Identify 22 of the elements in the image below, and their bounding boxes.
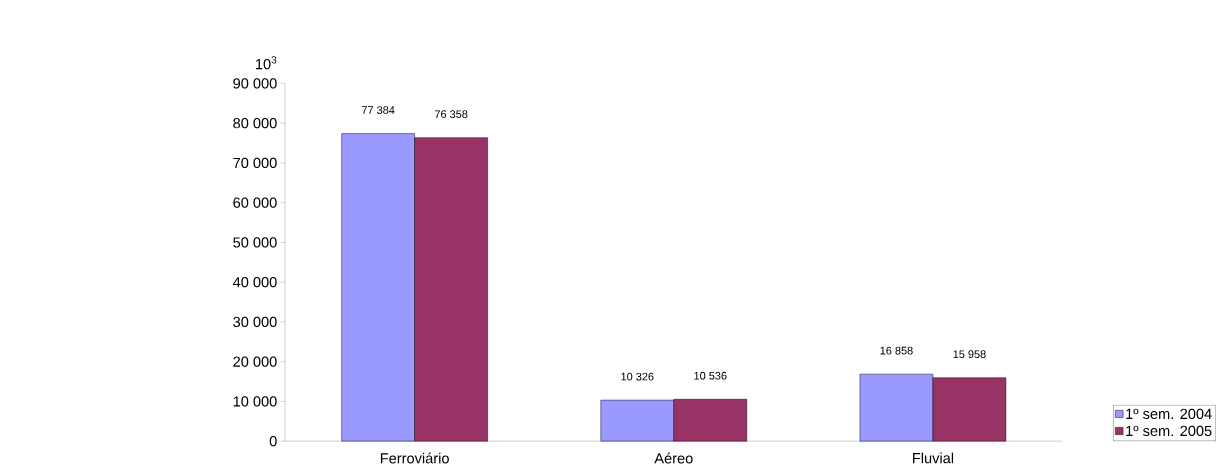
data-label: 10 536 xyxy=(694,372,727,380)
y-axis-title: 10$^{3}$ xyxy=(256,56,277,70)
legend-label: 1º sem. 2005 xyxy=(1126,425,1212,437)
y-tick-label: 0 xyxy=(269,436,277,447)
x-tick-label: Fluvial xyxy=(913,452,954,464)
y-tick-label: 30 000 xyxy=(233,316,277,328)
data-label: 76 358 xyxy=(434,110,468,119)
y-tick-label: 20 000 xyxy=(233,356,277,368)
y-tick-label: 50 000 xyxy=(233,237,277,248)
data-label: 16 858 xyxy=(880,346,913,355)
x-tick-label: Ferroviário xyxy=(380,452,449,464)
data-label: 10 326 xyxy=(621,372,654,381)
legend-label: 1º sem. 2004 xyxy=(1126,408,1212,420)
y-tick-label: 10 000 xyxy=(233,396,277,407)
y-tick-label: 60 000 xyxy=(233,197,277,209)
data-label: 77 384 xyxy=(361,106,395,115)
y-tick-label: 70 000 xyxy=(233,158,277,169)
data-label: 15 958 xyxy=(953,350,986,359)
x-tick-label: Aéreo xyxy=(654,452,693,464)
y-tick-label: 90 000 xyxy=(233,78,277,89)
y-tick-label: 80 000 xyxy=(233,118,277,129)
y-tick-label: 40 000 xyxy=(232,277,277,288)
